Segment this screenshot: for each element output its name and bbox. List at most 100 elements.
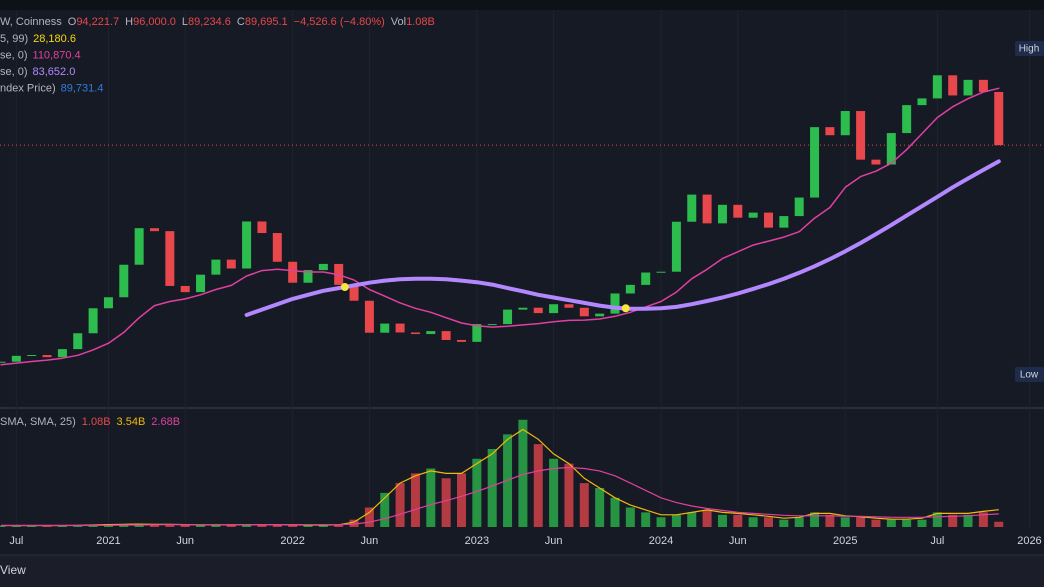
- volume-legend-value: 1.08B: [82, 416, 111, 428]
- volume-bar: [457, 473, 466, 527]
- volume-bar: [242, 524, 252, 527]
- candle: [165, 231, 175, 286]
- candle: [11, 355, 21, 362]
- candle: [211, 259, 221, 275]
- candle: [764, 212, 773, 228]
- volume-bar: [11, 525, 21, 527]
- candle: [410, 332, 420, 335]
- candle: [57, 349, 67, 358]
- volume-bar: [518, 419, 528, 527]
- volume-legend-label: SMA, SMA, 25): [0, 416, 76, 428]
- volume-bar: [886, 519, 896, 527]
- volume-bar: [994, 521, 1004, 527]
- volume-bar: [180, 524, 190, 527]
- volume-bar: [334, 524, 344, 527]
- candle: [150, 228, 159, 232]
- volume-bar: [318, 525, 328, 527]
- candle: [380, 323, 390, 333]
- indicator-label: ndex Price): [0, 82, 56, 94]
- candle: [564, 304, 574, 308]
- volume-bar: [702, 509, 712, 527]
- volume-bar: [932, 512, 942, 527]
- volume-bar: [748, 517, 758, 527]
- price-pane: [0, 75, 1044, 366]
- candle: [917, 98, 927, 106]
- volume-bar: [57, 525, 67, 527]
- footer-text[interactable]: View: [0, 563, 26, 577]
- candle: [226, 259, 236, 269]
- volume-sma-line: [1, 428, 999, 527]
- candle: [119, 264, 129, 298]
- volume-bar: [426, 468, 436, 527]
- volume-bar: [856, 517, 866, 527]
- volume-legend: SMA, SMA, 25) 1.08B 3.54B 2.68B: [0, 416, 180, 428]
- x-tick-label: Jun: [729, 535, 747, 547]
- legend: W, Coinness O94,221.7 H96,000.0 L89,234.6 C8…: [0, 16, 435, 428]
- volume-bar: [825, 514, 835, 527]
- volume-bar: [656, 517, 666, 527]
- candle: [318, 263, 328, 271]
- candle: [518, 307, 528, 310]
- candle: [856, 111, 866, 160]
- candle: [441, 331, 451, 340]
- volume-bar: [978, 512, 988, 527]
- candle: [595, 313, 605, 317]
- volume-bar: [733, 514, 743, 527]
- volume-bar: [625, 507, 635, 527]
- candle: [641, 272, 651, 285]
- legend-label: L: [182, 16, 188, 28]
- volume-bar: [196, 525, 206, 527]
- candle: [272, 233, 282, 262]
- volume-bar: [902, 519, 912, 527]
- candle: [625, 284, 635, 294]
- volume-bar: [165, 524, 175, 527]
- volume-bar: [272, 524, 282, 527]
- volume-bar: [564, 463, 574, 527]
- volume-bar: [226, 524, 236, 527]
- volume-sma-line: [1, 466, 999, 527]
- indicator-legend: 5, 99) 28,180.6: [0, 33, 76, 45]
- volume-bar: [288, 525, 298, 527]
- candle: [825, 127, 835, 136]
- candle: [364, 300, 374, 333]
- volume-bar: [948, 514, 958, 527]
- x-tick-label: 2022: [280, 535, 304, 547]
- legend-label: W, Coinness: [0, 16, 62, 28]
- legend-label: H: [125, 16, 133, 28]
- indicator-value: 89,731.4: [61, 82, 104, 94]
- volume-bar: [303, 525, 313, 527]
- x-axis: Jul 2021 Jun 2022 Jun 2023 Jun 2024 Jun 2025 Jul 20…: [9, 535, 1041, 547]
- legend-value: 1.08B: [406, 16, 435, 28]
- candle: [472, 324, 482, 342]
- x-tick-label: 2023: [465, 535, 489, 547]
- volume-bar: [779, 519, 789, 527]
- candle: [0, 361, 6, 363]
- candle: [702, 194, 712, 224]
- legend-label: C: [237, 16, 245, 28]
- x-tick-label: Jul: [9, 535, 23, 547]
- volume-bar: [549, 458, 559, 527]
- x-tick-label: Jun: [176, 535, 194, 547]
- candle: [656, 271, 666, 273]
- cross-marker: [621, 304, 630, 313]
- candle: [533, 307, 543, 314]
- volume-bar: [211, 525, 221, 527]
- candle: [288, 261, 298, 283]
- legend-value: −4,526.6 (−4.80%): [294, 16, 385, 28]
- candle: [503, 309, 513, 325]
- candle: [810, 127, 820, 198]
- x-tick-label: 2026: [1017, 535, 1041, 547]
- indicator-value: 28,180.6: [33, 33, 76, 45]
- candle: [349, 284, 359, 301]
- candle: [886, 133, 896, 165]
- candle: [426, 331, 436, 335]
- legend-label: O: [68, 16, 77, 28]
- volume-legend-value: 3.54B: [117, 416, 146, 428]
- candle: [257, 221, 267, 234]
- volume-bar: [0, 525, 6, 527]
- ma-line: [244, 159, 1001, 317]
- legend-row: W, Coinness O94,221.7 H96,000.0 L89,234.6 C8…: [0, 16, 435, 28]
- volume-bar: [42, 525, 52, 527]
- x-tick-label: Jun: [361, 535, 379, 547]
